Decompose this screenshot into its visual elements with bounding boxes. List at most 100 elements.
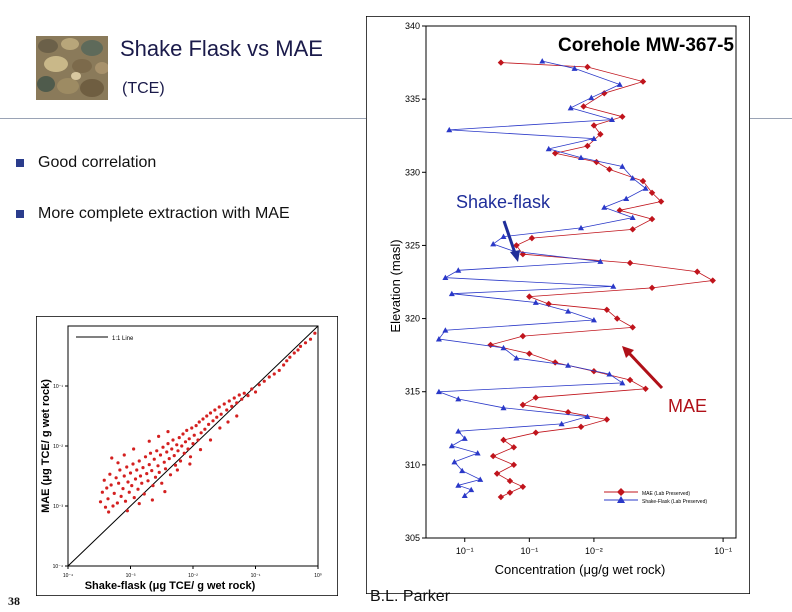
shake-flask-point [461, 492, 468, 498]
shake-flask-point [584, 413, 591, 419]
y-tick-label: 325 [405, 240, 420, 250]
scatter-point [117, 481, 121, 485]
scatter-point [150, 469, 154, 473]
scatter-point [121, 487, 125, 491]
shake-flask-point [490, 240, 497, 247]
scatter-point [136, 487, 140, 491]
scatter-point [126, 480, 130, 484]
scatter-point [143, 455, 148, 459]
scatter-point [230, 404, 234, 408]
chart-title: Corehole MW-367-5 [558, 35, 734, 56]
shake-flask-point [623, 195, 630, 202]
mae-point [519, 332, 527, 340]
shake-flask-point [474, 450, 481, 456]
scatter-point [196, 438, 200, 442]
y-tick-label: 340 [405, 21, 420, 31]
scatter-point [106, 497, 110, 501]
y-axis-label: MAE (μg TCE/ g wet rock) [40, 379, 52, 513]
scatter-point [148, 451, 153, 455]
scatter-point [153, 475, 158, 479]
scatter-point [147, 463, 151, 467]
shake-flask-point [477, 476, 484, 482]
scatter-point [298, 344, 303, 348]
scatter-point [119, 494, 123, 498]
scatter-point [250, 387, 254, 391]
y-tick-label: 310 [405, 460, 420, 470]
scatter-point [185, 428, 189, 432]
shake-flask-point [539, 58, 546, 64]
scatter-point [183, 440, 188, 444]
shake-flask-point [446, 126, 453, 133]
y-tick-label: 10⁻² [53, 444, 63, 450]
scatter-point [207, 422, 211, 426]
mae-series-line [490, 62, 715, 498]
y-tick-label: 10⁻³ [53, 504, 63, 510]
shake-flask-point [642, 185, 649, 191]
mae-point [593, 158, 600, 166]
scatter-point [133, 477, 138, 481]
bullet-text: More complete extraction with MAE [38, 205, 290, 222]
scatter-point [199, 431, 203, 435]
shake-flask-arrowhead [510, 250, 520, 262]
scatter-point [215, 415, 219, 419]
scatter-point [116, 461, 120, 465]
scatter-point [165, 450, 169, 454]
scatter-point [173, 463, 178, 467]
shake-flask-point [629, 175, 636, 181]
scatter-point [125, 465, 129, 469]
scatter-point [105, 486, 109, 490]
shake-flask-point [459, 467, 466, 474]
scatter-point [140, 481, 144, 485]
shake-flask-point [455, 396, 462, 402]
mae-point [601, 90, 608, 97]
scatter-point [112, 491, 116, 495]
scatter-point [157, 434, 161, 438]
scatter-point [123, 499, 128, 503]
scatter-point [192, 433, 196, 437]
scatter-point [272, 372, 276, 376]
y-tick-label: 305 [405, 533, 420, 543]
scatter-point [155, 449, 159, 453]
scatter-point [152, 457, 156, 461]
scatter-point [156, 464, 160, 468]
scatter-point [132, 447, 136, 451]
x-tick-label: 10⁰ [314, 573, 322, 579]
scatter-point [109, 483, 113, 487]
shake-flask-point [619, 163, 626, 169]
legend-shake-label: Shake-Flask (Lab Preserved) [642, 499, 707, 505]
scatter-point [166, 442, 170, 446]
mae-point [519, 483, 527, 490]
scatter-point [146, 479, 150, 483]
scatter-point [253, 390, 258, 394]
y-tick-label: 335 [405, 94, 420, 104]
scatter-point [147, 439, 151, 443]
scatter-point [217, 405, 221, 409]
scatter-point [218, 426, 222, 430]
shake-flask-point [448, 290, 455, 297]
scatter-point [262, 379, 266, 383]
shake-flask-point [435, 388, 442, 395]
x-axis-label: Shake-flask (μg TCE/ g wet rock) [85, 580, 256, 592]
scatter-point [235, 414, 239, 418]
bullet-item: More complete extraction with MAE [16, 205, 290, 223]
scatter-point [102, 478, 106, 482]
shake-flask-point [609, 116, 615, 123]
x-tick-label: 10⁻¹ [520, 546, 538, 556]
shake-flask-point [448, 442, 455, 449]
scatter-point [138, 474, 143, 478]
scatter-point [246, 394, 250, 398]
mae-point [500, 436, 507, 444]
scatter-point [132, 496, 136, 500]
scatter-point [235, 401, 239, 405]
shake-flask-point [558, 420, 565, 427]
scatter-point [303, 341, 308, 345]
scatter-point [130, 484, 134, 488]
scatter-point [137, 459, 141, 463]
scatter-point [188, 455, 193, 459]
shake-flask-point [565, 362, 572, 368]
shake-flask-point [442, 327, 449, 333]
shake-flask-point [545, 145, 552, 152]
shake-flask-point [578, 154, 584, 161]
shake-flask-annotation: Shake-flask [456, 192, 551, 212]
scatter-point [242, 391, 246, 395]
